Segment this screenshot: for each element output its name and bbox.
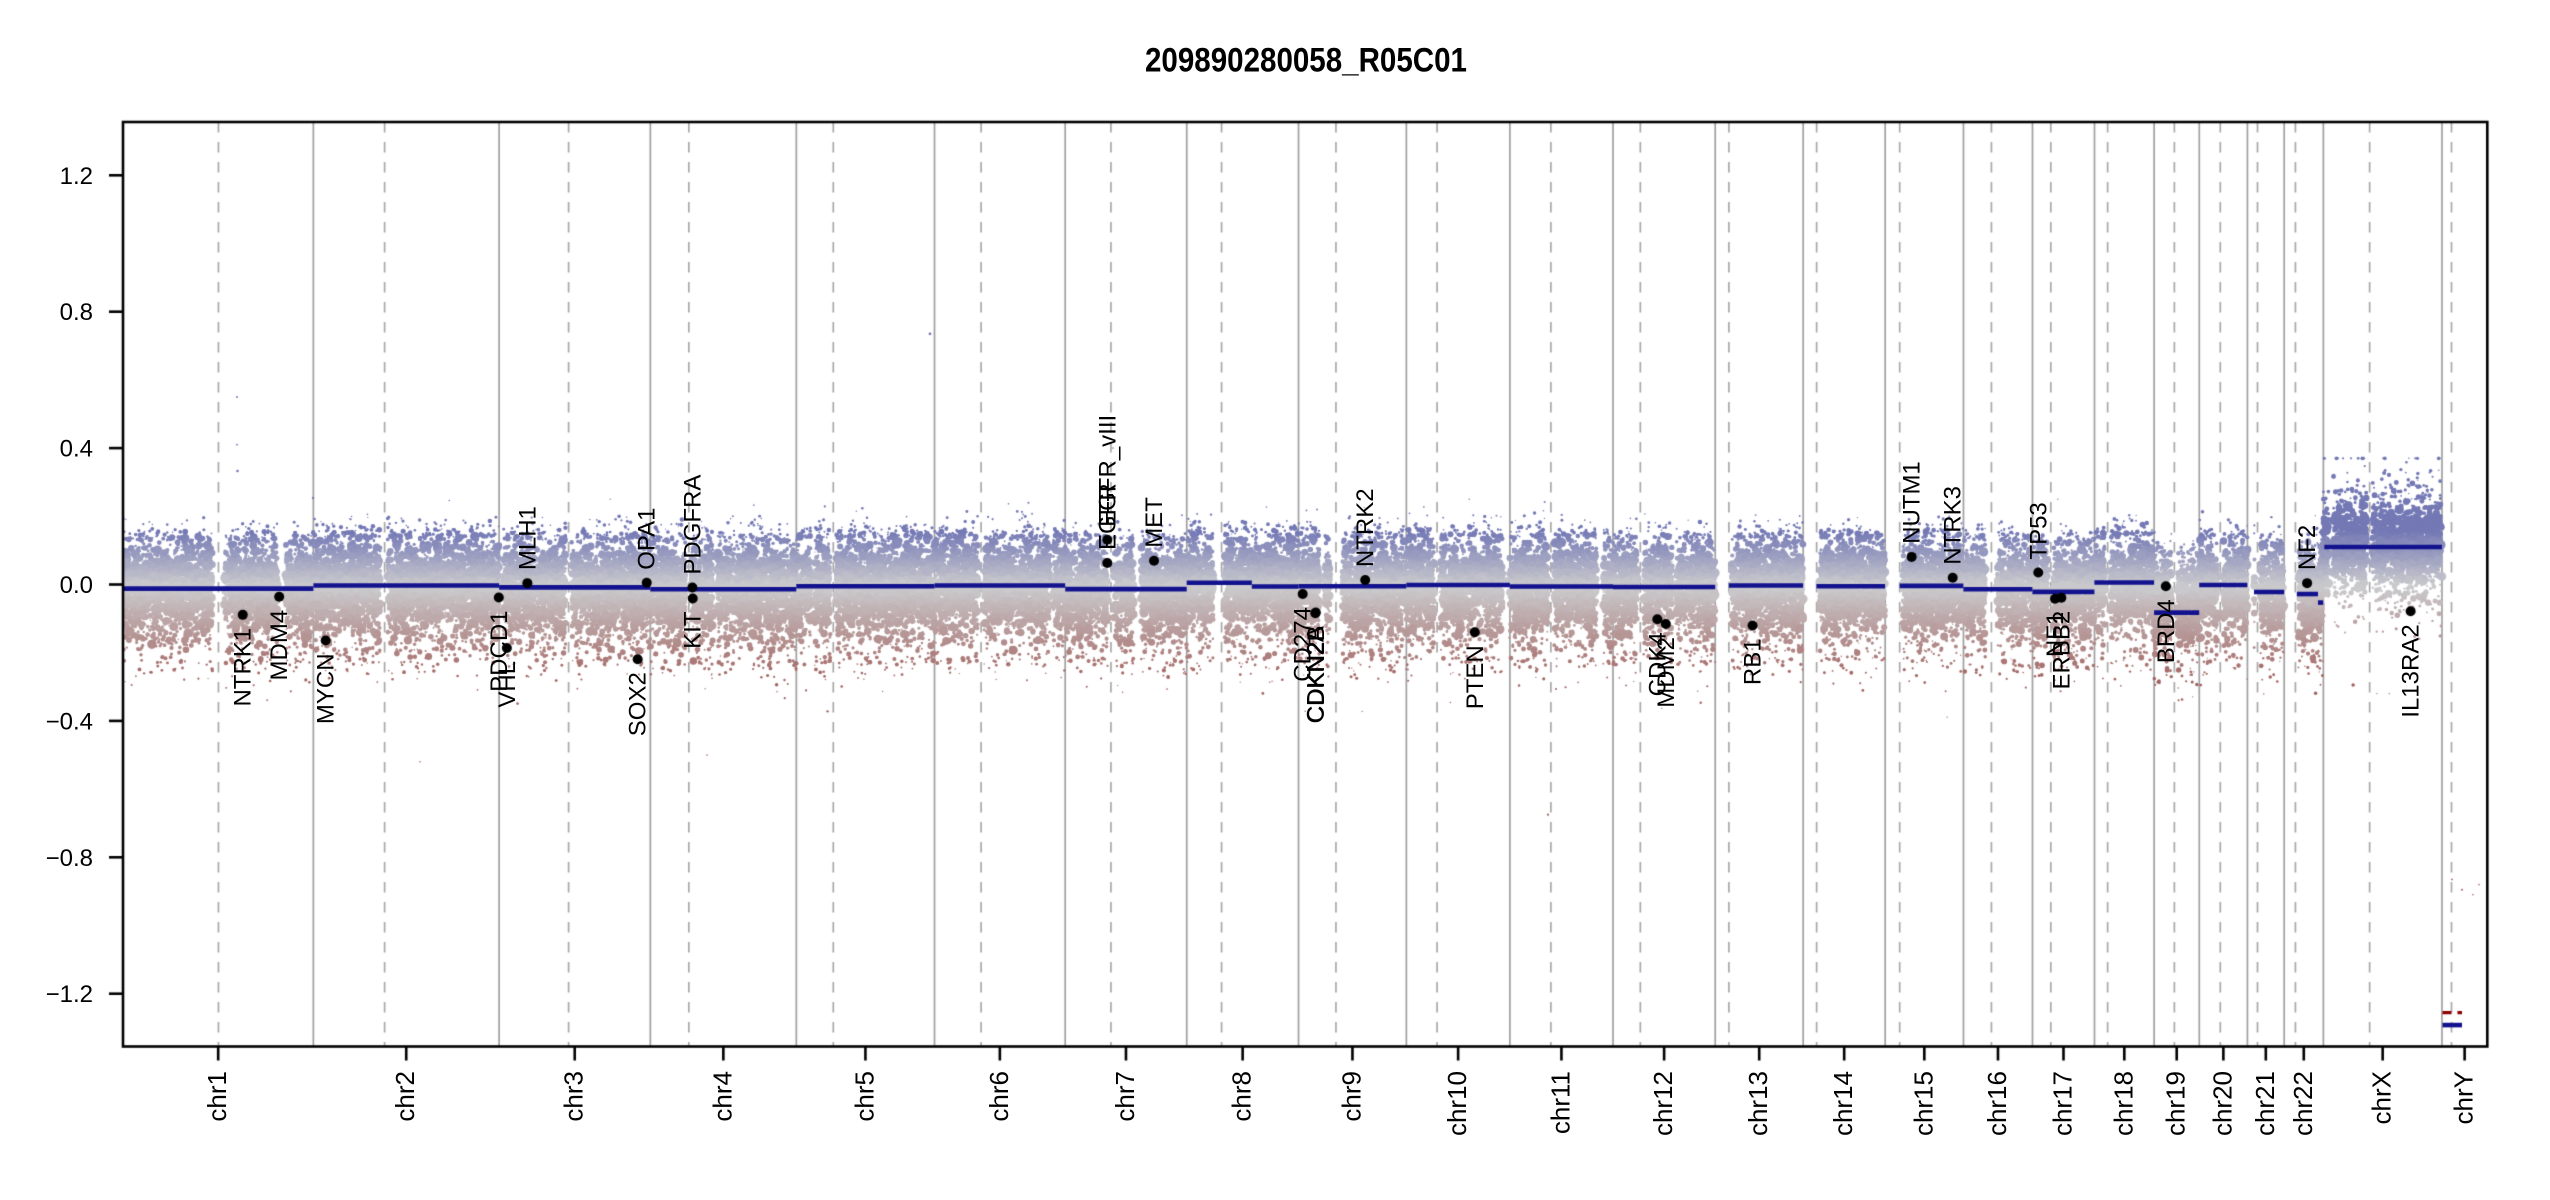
svg-text:VHL: VHL xyxy=(494,661,521,708)
svg-text:1.2: 1.2 xyxy=(60,163,93,190)
svg-text:IL13RA2: IL13RA2 xyxy=(2398,624,2425,717)
svg-text:MYCN: MYCN xyxy=(313,653,340,724)
svg-text:chrX: chrX xyxy=(2367,1071,2397,1124)
svg-text:CDK4: CDK4 xyxy=(1644,632,1671,696)
svg-text:NF2: NF2 xyxy=(2294,525,2321,570)
svg-text:chr5: chr5 xyxy=(849,1071,879,1122)
svg-text:0.0: 0.0 xyxy=(60,572,93,599)
svg-text:TP53: TP53 xyxy=(2025,502,2052,559)
svg-text:PTEN: PTEN xyxy=(1462,645,1489,709)
svg-text:−0.8: −0.8 xyxy=(46,845,93,872)
svg-text:chr9: chr9 xyxy=(1336,1071,1366,1122)
svg-text:RB1: RB1 xyxy=(1740,638,1767,685)
svg-text:CD274: CD274 xyxy=(1290,607,1317,682)
svg-text:chr17: chr17 xyxy=(2047,1071,2077,1136)
svg-text:chr8: chr8 xyxy=(1227,1071,1257,1122)
svg-text:BRD4: BRD4 xyxy=(2153,599,2180,663)
svg-text:CDKN2B: CDKN2B xyxy=(1303,625,1330,722)
svg-text:ERBB2: ERBB2 xyxy=(2048,611,2075,690)
svg-text:KIT: KIT xyxy=(680,611,707,649)
svg-text:chr3: chr3 xyxy=(559,1071,589,1122)
svg-text:chr7: chr7 xyxy=(1110,1071,1140,1122)
svg-text:MDM2: MDM2 xyxy=(1653,637,1680,708)
svg-text:SOX2: SOX2 xyxy=(625,672,652,736)
svg-text:−1.2: −1.2 xyxy=(46,981,93,1008)
svg-text:0.8: 0.8 xyxy=(60,299,93,326)
svg-text:NTRK3: NTRK3 xyxy=(1940,486,1967,565)
svg-text:chr16: chr16 xyxy=(1982,1071,2012,1136)
svg-text:chr21: chr21 xyxy=(2250,1071,2280,1136)
svg-text:chr1: chr1 xyxy=(202,1071,232,1122)
svg-text:chr20: chr20 xyxy=(2207,1071,2237,1136)
svg-text:chr6: chr6 xyxy=(984,1071,1014,1122)
svg-text:NUTM1: NUTM1 xyxy=(1899,461,1926,544)
svg-text:chrY: chrY xyxy=(2449,1071,2479,1124)
svg-text:EGFR: EGFR xyxy=(1094,483,1121,550)
svg-text:chr12: chr12 xyxy=(1648,1071,1678,1136)
svg-text:chr10: chr10 xyxy=(1442,1071,1472,1136)
svg-text:chr15: chr15 xyxy=(1908,1071,1938,1136)
svg-text:EGFR_vIII: EGFR_vIII xyxy=(1094,415,1121,527)
svg-text:chr19: chr19 xyxy=(2161,1071,2191,1136)
svg-text:209890280058_R05C01: 209890280058_R05C01 xyxy=(1145,42,1467,80)
svg-text:0.4: 0.4 xyxy=(60,436,93,463)
svg-text:chr4: chr4 xyxy=(707,1071,737,1122)
svg-text:NTRK2: NTRK2 xyxy=(1352,488,1379,567)
svg-text:NTRK1: NTRK1 xyxy=(230,628,257,707)
svg-text:MET: MET xyxy=(1141,497,1168,548)
svg-text:NF1: NF1 xyxy=(2042,612,2069,657)
svg-text:chr2: chr2 xyxy=(390,1071,420,1122)
svg-text:OPA1: OPA1 xyxy=(634,508,661,570)
svg-text:chr22: chr22 xyxy=(2288,1071,2318,1136)
svg-text:chr11: chr11 xyxy=(1545,1071,1575,1134)
svg-text:MDM4: MDM4 xyxy=(266,610,293,681)
svg-text:PDGFRA: PDGFRA xyxy=(679,475,706,575)
svg-text:chr14: chr14 xyxy=(1828,1071,1858,1136)
svg-text:−0.4: −0.4 xyxy=(46,708,93,735)
svg-text:chr13: chr13 xyxy=(1743,1071,1773,1136)
svg-text:CDKN2A: CDKN2A xyxy=(1302,626,1329,723)
svg-text:MLH1: MLH1 xyxy=(514,506,541,570)
svg-text:PDCD1: PDCD1 xyxy=(486,610,513,691)
svg-text:chr18: chr18 xyxy=(2108,1071,2138,1136)
